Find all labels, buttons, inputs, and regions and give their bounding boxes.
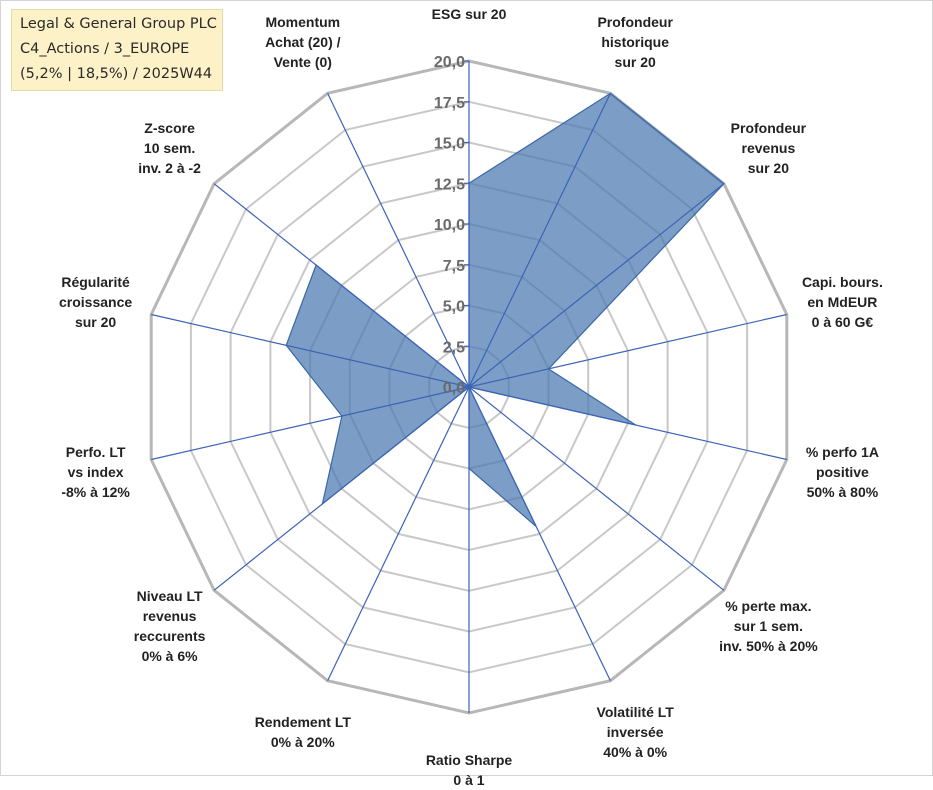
axis-label-line: 0% à 6% (141, 647, 198, 664)
tick-label: 7,5 (443, 258, 465, 275)
radar-spokes (151, 61, 787, 713)
axis-label-line: Rendement LT (254, 714, 351, 731)
axis-label-line: vs index (67, 464, 124, 481)
radar-tick-labels: 0,0 2,5 5,0 7,5 10,0 12,5 15,0 17,5 20,0 (434, 54, 469, 397)
axis-spoke (468, 386, 725, 591)
axis-label: Profondeur revenus sur 20 (731, 118, 806, 178)
axis-label-line: sur 1 sem. (733, 617, 804, 634)
axis-label-line: Régularité (61, 273, 130, 290)
axis-label: Profondeur historique sur 20 (597, 12, 672, 72)
axis-label-line: % perfo 1A (805, 444, 879, 461)
axis-label: Capi. bours. en MdEUR 0 à 60 G€ (802, 272, 883, 332)
axis-label-line: 0 à 60 G€ (811, 313, 874, 330)
axis-label-line: Note (432, 0, 507, 4)
axis-spoke (468, 313, 787, 388)
axis-label-line: Profondeur (597, 13, 673, 30)
axis-label-line: Profondeur (730, 120, 807, 137)
tick-label: 15,0 (434, 136, 465, 153)
axis-label-line: Niveau LT (136, 587, 203, 604)
axis-spoke (151, 313, 470, 388)
axis-label: Z-score 10 sem. inv. 2 à -2 (138, 118, 201, 178)
tick-label: 0,0 (443, 380, 465, 397)
axis-label: Volatilité LT inversée 40% à 0% (597, 702, 674, 762)
axis-label-line: Capi. bours. (801, 273, 883, 290)
axis-label-line: % perte max. (725, 597, 812, 614)
axis-label-line: positive (815, 464, 869, 481)
tick-label: 2,5 (443, 339, 465, 356)
axis-spoke (213, 183, 470, 388)
axis-label-line: inv. 2 à -2 (138, 160, 201, 177)
axis-label-line: inversée (606, 724, 664, 741)
axis-label: Momentum Achat (20) / Vente (0) (265, 12, 340, 72)
axis-label-line: sur 20 (614, 53, 656, 70)
tick-label: 17,5 (434, 95, 465, 112)
axis-label-line: historique (601, 33, 670, 50)
axis-label-line: sur 20 (747, 160, 790, 177)
tick-label: 10,0 (434, 217, 465, 234)
axis-label-line: 10 sem. (143, 140, 196, 157)
axis-spoke (468, 386, 611, 681)
axis-spoke (468, 93, 611, 388)
axis-label-line: revenus (142, 607, 197, 624)
axis-label: Rendement LT 0% à 20% (255, 712, 351, 752)
info-company-name: Legal & General Group PLC (20, 16, 217, 32)
axis-label-line: Momentum (265, 13, 341, 30)
axis-label-line: sur 20 (74, 313, 117, 330)
axis-label-line: revenus (741, 140, 796, 157)
axis-label: % perfo 1A positive 50% à 80% (806, 442, 879, 502)
axis-label-line: Ratio Sharpe (425, 752, 513, 768)
axis-label-line: Perfo. LT (65, 444, 126, 461)
tick-label: 5,0 (443, 299, 465, 316)
axis-label-line: Achat (20) / (265, 33, 341, 50)
axis-label-line: 50% à 80% (806, 484, 879, 501)
tick-label: 12,5 (434, 176, 465, 193)
axis-label-line: -8% à 12% (61, 484, 130, 501)
axis-label-line: 40% à 0% (603, 744, 668, 761)
axis-label-line: Z-score (144, 120, 195, 137)
axis-label-line: reccurents (133, 627, 206, 644)
axis-label-line: Volatilité LT (596, 704, 674, 721)
axis-label: Ratio Sharpe 0 à 1 (426, 750, 512, 790)
axis-spoke (327, 93, 470, 388)
info-range-week: (5,2% | 18,5%) / 2025W44 (20, 66, 213, 82)
axis-spoke (151, 386, 470, 461)
axis-label-line: croissance (59, 293, 133, 310)
axis-spoke (327, 386, 470, 681)
axis-label-line: en MdEUR (807, 293, 878, 310)
axis-spoke (468, 183, 725, 388)
tick-label: 20,0 (434, 54, 465, 71)
radar-chart: 0,0 2,5 5,0 7,5 10,0 12,5 15,0 17,5 20,0 (149, 54, 789, 715)
axis-label: Niveau LT revenus reccurents 0% à 6% (134, 586, 206, 666)
axis-label-line: 0 à 1 (453, 772, 485, 788)
axis-label: Note ESG sur 20 (432, 0, 507, 24)
info-box: Legal & General Group PLC C4_Actions / 3… (11, 9, 223, 91)
axis-label: % perte max. sur 1 sem. inv. 50% à 20% (719, 596, 818, 656)
axis-spoke (213, 386, 470, 591)
axis-label-line: Vente (0) (273, 53, 332, 70)
axis-label: Régularité croissance sur 20 (59, 272, 132, 332)
axis-label-line: inv. 50% à 20% (719, 637, 818, 654)
axis-label: Perfo. LT vs index -8% à 12% (61, 442, 129, 502)
axis-label-line: 0% à 20% (270, 734, 335, 751)
info-category: C4_Actions / 3_EUROPE (20, 41, 190, 57)
axis-spoke (468, 386, 787, 461)
axis-label-line: ESG sur 20 (431, 6, 507, 22)
